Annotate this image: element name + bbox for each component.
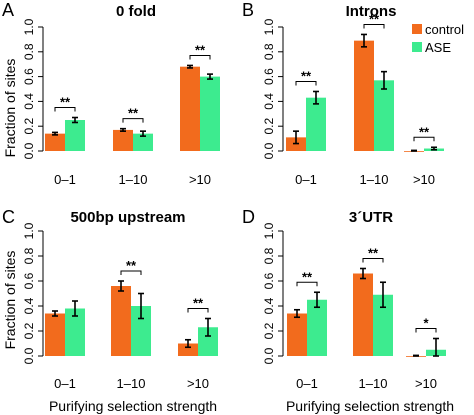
panel-d-y-tick-label: 0.6 [262, 272, 276, 289]
panel-c-bar-control [45, 313, 65, 356]
panel-a-x-tick-label: >10 [189, 172, 211, 187]
panel-b-significance-label: ** [301, 68, 312, 83]
panel-a-y-tick-label: 0.4 [22, 93, 36, 110]
panel-a-significance-label: ** [128, 106, 139, 121]
panel-b-significance-bracket [413, 136, 435, 142]
panel-d-letter: D [242, 207, 255, 227]
panel-b-y-tick-label: 0.6 [262, 68, 276, 85]
panel-a-significance-bracket [54, 107, 76, 112]
panel-c-y-tick-label: 0.8 [22, 247, 36, 264]
panel-c-x-tick-label: >10 [187, 376, 209, 391]
panel-d-bar-ase [373, 294, 393, 356]
panel-c-significance-bracket [187, 308, 209, 313]
panel-d-x-tick-label: 1–10 [359, 376, 388, 391]
panel-a-title: 0 fold [116, 3, 156, 20]
panel-b: B Introns 0.0 0.2 0.4 0.6 0.8 1.0 ** 0–1 ** 1–10 *… [242, 0, 444, 187]
panel-a-bar-control [113, 129, 133, 151]
panel-b-bar-control [354, 40, 374, 151]
panel-c-x-tick-label: 0–1 [54, 376, 76, 391]
panel-c-y-tick-label: 0.6 [22, 272, 36, 289]
panel-b-significance-label: ** [419, 124, 430, 139]
panel-a-bar-ase [65, 120, 85, 151]
panel-c-significance-bracket [120, 270, 142, 275]
panel-d-y-tick-label: 1.0 [262, 222, 276, 239]
panel-c-bar-control [111, 286, 131, 356]
panel-a-y-tick-label: 0.2 [22, 118, 36, 135]
panel-c-y-tick-label: 0.0 [22, 347, 36, 364]
panel-a-y-tick-label: 0.0 [22, 142, 36, 159]
panel-a-bar-ase [133, 133, 153, 151]
panel-b-bar-ase [374, 80, 394, 151]
panel-a-y-tick-label: 0.8 [22, 43, 36, 60]
panel-d-y-tick-label: 0.4 [262, 297, 276, 314]
panel-d-x-tick-label: >10 [415, 376, 437, 391]
panel-d-significance-bracket [415, 328, 437, 333]
panel-d-y-tick-label: 0.2 [262, 322, 276, 339]
legend: control ASE [412, 22, 464, 55]
panel-b-y-tick-label: 1.0 [262, 18, 276, 35]
panel-d-x-tick-label: 0–1 [296, 376, 318, 391]
panel-a-bar-control [45, 133, 65, 151]
panel-c-title: 500bp upstream [70, 209, 185, 226]
panel-a-x-tick-label: 1–10 [119, 172, 148, 187]
panel-c-significance-label: ** [126, 258, 137, 273]
panel-b-x-tick-label: >10 [413, 172, 435, 187]
panel-c: C 500bp upstream 0.0 0.2 0.4 0.6 0.8 1.0 0–1 **… [2, 207, 218, 391]
panel-d-significance-label: * [423, 316, 429, 331]
panel-c-bar-control [178, 343, 198, 356]
panel-a-significance-label: ** [60, 95, 71, 110]
panel-a-letter: A [2, 0, 14, 20]
panel-d-bar-control [287, 313, 307, 356]
panel-a: A 0 fold 0.0 0.2 0.4 0.6 0.8 1.0 ** 0–1 ** 1–10 **… [2, 0, 220, 187]
legend-swatch-ase [412, 42, 422, 52]
panel-a-significance-label: ** [195, 42, 206, 57]
panel-c-bar-ase [131, 306, 151, 356]
panel-b-y-tick-label: 0.0 [262, 142, 276, 159]
panel-a-bar-ase [200, 76, 220, 151]
panel-b-y-tick-label: 0.8 [262, 43, 276, 60]
legend-swatch-control [412, 24, 422, 34]
panel-d-bar-ase [307, 299, 327, 356]
panel-b-bar-ase [306, 97, 326, 151]
panel-a-significance-bracket [189, 54, 211, 60]
y-axis-label-bottom: Fraction of sites [2, 251, 18, 350]
legend-label-ase: ASE [425, 40, 451, 55]
panel-a-y-tick-label: 0.6 [22, 68, 36, 85]
panel-b-letter: B [242, 0, 254, 20]
panel-d-bar-control [353, 273, 373, 356]
panel-c-y-tick-label: 0.2 [22, 322, 36, 339]
panel-a-bar-control [180, 66, 200, 151]
panel-c-y-tick-label: 1.0 [22, 222, 36, 239]
panel-b-x-tick-label: 1–10 [360, 172, 389, 187]
panel-c-letter: C [2, 207, 15, 227]
legend-label-control: control [425, 22, 464, 37]
panel-d-title: 3´UTR [349, 209, 393, 226]
panel-b-y-tick-label: 0.4 [262, 93, 276, 110]
panel-b-y-tick-label: 0.2 [262, 118, 276, 135]
panel-c-bar-ase [198, 327, 218, 356]
panel-d-significance-label: ** [368, 246, 379, 261]
panel-d: D 3´UTR 0.0 0.2 0.4 0.6 0.8 1.0 ** 0–1 ** 1–10 * >1… [242, 207, 446, 391]
panel-b-significance-bracket [295, 80, 317, 86]
panel-b-significance-label: ** [369, 11, 380, 26]
panel-d-significance-bracket [296, 281, 318, 287]
panel-a-y-tick-label: 1.0 [22, 18, 36, 35]
x-axis-label-left: Purifying selection strength [49, 398, 217, 414]
x-axis-label-right: Purifying selection strength [286, 398, 454, 414]
panel-d-significance-bracket [362, 258, 384, 263]
panel-c-bar-ase [65, 308, 85, 356]
panel-d-y-tick-label: 0.8 [262, 247, 276, 264]
panel-c-x-tick-label: 1–10 [117, 376, 146, 391]
panel-b-significance-bracket [363, 23, 385, 29]
panel-c-y-tick-label: 0.4 [22, 297, 36, 314]
panel-a-x-tick-label: 0–1 [54, 172, 76, 187]
panel-c-significance-label: ** [193, 296, 204, 311]
panel-b-x-tick-label: 0–1 [295, 172, 317, 187]
panel-d-y-tick-label: 0.0 [262, 347, 276, 364]
panel-a-significance-bracket [122, 118, 144, 123]
panel-b-title: Introns [346, 3, 397, 20]
y-axis-label-top: Fraction of sites [2, 59, 18, 158]
panel-d-significance-label: ** [302, 269, 313, 284]
